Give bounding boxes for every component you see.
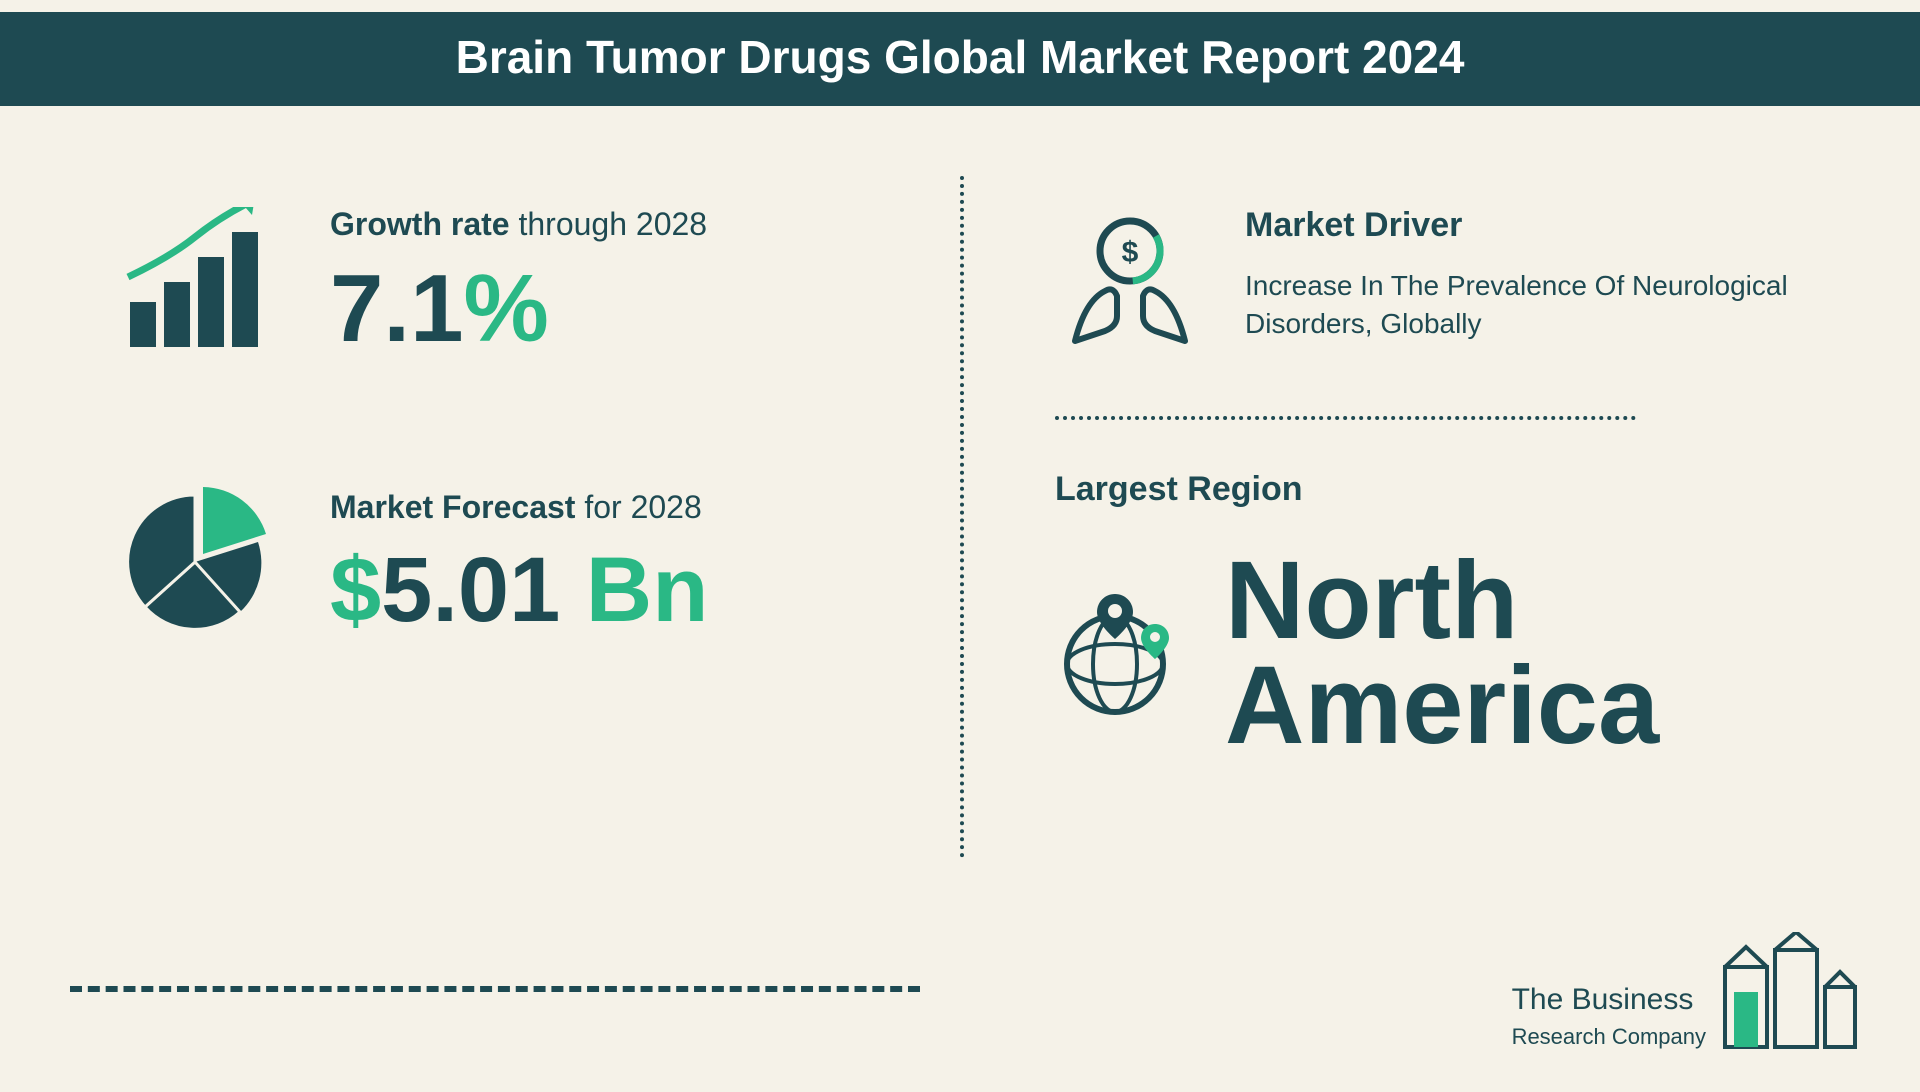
growth-text: Growth rate through 2028 7.1% <box>330 206 707 357</box>
content-area: Growth rate through 2028 7.1% Market For… <box>0 106 1920 758</box>
growth-label-bold: Growth rate <box>330 206 510 242</box>
driver-title: Market Driver <box>1245 206 1830 245</box>
horizontal-dotted-divider <box>1055 416 1636 420</box>
growth-label-rest: through 2028 <box>510 206 708 242</box>
forecast-text: Market Forecast for 2028 $5.01 Bn <box>330 489 708 636</box>
header-bar: Brain Tumor Drugs Global Market Report 2… <box>0 12 1920 106</box>
growth-value-number: 7.1 <box>330 255 463 362</box>
growth-chart-icon <box>120 207 270 357</box>
company-logo: The Business Research Company <box>1512 932 1860 1052</box>
forecast-value: $5.01 Bn <box>330 544 708 636</box>
market-driver-block: $ Market Driver Increase In The Prevalen… <box>1055 206 1830 356</box>
region-value: North America <box>1225 549 1659 758</box>
forecast-label: Market Forecast for 2028 <box>330 489 708 526</box>
region-line2: America <box>1225 644 1659 767</box>
region-title: Largest Region <box>1055 470 1830 509</box>
logo-line1: The Business <box>1512 983 1694 1016</box>
growth-value-percent: % <box>463 255 548 362</box>
forecast-label-bold: Market Forecast <box>330 489 575 525</box>
growth-label: Growth rate through 2028 <box>330 206 707 243</box>
growth-rate-block: Growth rate through 2028 7.1% <box>120 206 895 357</box>
svg-text:$: $ <box>1122 236 1139 269</box>
forecast-block: Market Forecast for 2028 $5.01 Bn <box>120 487 895 637</box>
logo-line2: Research Company <box>1512 1024 1706 1049</box>
driver-description: Increase In The Prevalence Of Neurologic… <box>1245 267 1830 343</box>
logo-buildings-icon <box>1720 932 1860 1052</box>
pie-chart-icon <box>120 487 270 637</box>
forecast-label-rest: for 2028 <box>575 489 701 525</box>
bottom-dashed-line <box>70 986 920 992</box>
hands-money-icon: $ <box>1055 206 1205 356</box>
logo-text: The Business Research Company <box>1512 983 1706 1052</box>
driver-text: Market Driver Increase In The Prevalence… <box>1245 206 1830 343</box>
report-title: Brain Tumor Drugs Global Market Report 2… <box>0 30 1920 84</box>
growth-value: 7.1% <box>330 261 707 357</box>
vertical-divider <box>960 176 964 858</box>
forecast-number: 5.01 <box>381 539 560 641</box>
left-column: Growth rate through 2028 7.1% Market For… <box>120 206 955 758</box>
forecast-currency: $ <box>330 539 381 641</box>
forecast-unit: Bn <box>560 539 708 641</box>
region-block: North America <box>1055 549 1830 758</box>
right-column: $ Market Driver Increase In The Prevalen… <box>955 206 1830 758</box>
globe-pins-icon <box>1055 589 1185 719</box>
